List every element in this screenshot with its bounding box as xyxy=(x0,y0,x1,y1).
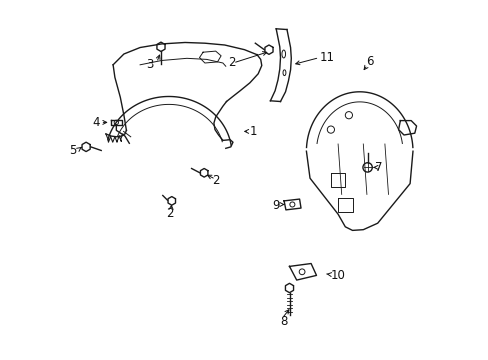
Text: 2: 2 xyxy=(212,174,219,187)
Text: 6: 6 xyxy=(366,55,373,68)
Text: 11: 11 xyxy=(320,51,334,64)
Text: 7: 7 xyxy=(374,161,382,174)
Text: 2: 2 xyxy=(166,207,173,220)
Text: 1: 1 xyxy=(249,125,257,138)
Text: 9: 9 xyxy=(272,199,279,212)
Text: 8: 8 xyxy=(279,315,286,328)
Text: 10: 10 xyxy=(329,269,345,282)
Text: 5: 5 xyxy=(68,144,76,157)
Text: 2: 2 xyxy=(228,57,235,69)
Text: 4: 4 xyxy=(92,116,100,129)
Text: 3: 3 xyxy=(146,58,153,71)
